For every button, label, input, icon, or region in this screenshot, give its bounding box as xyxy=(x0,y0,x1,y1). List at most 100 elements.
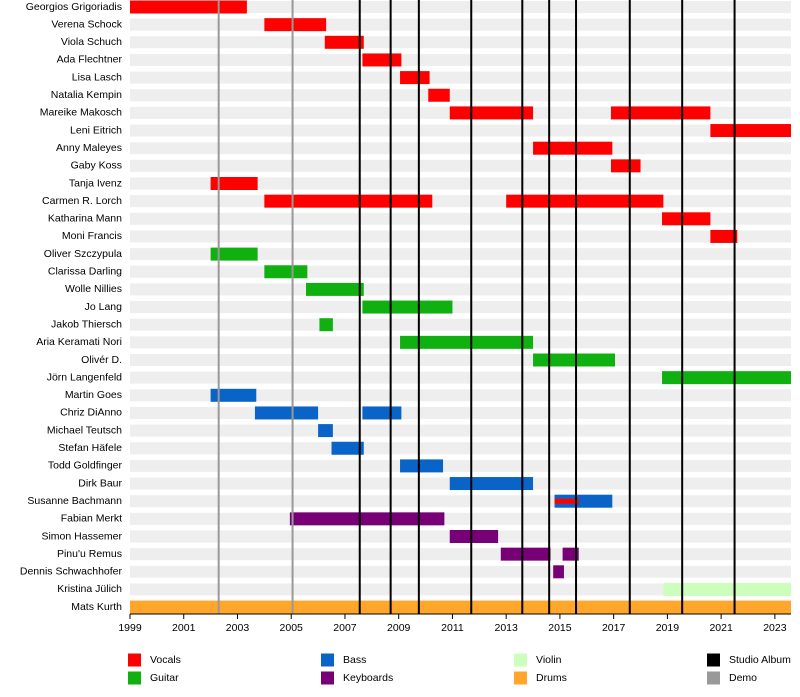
member-bar xyxy=(533,141,613,155)
row-stripe xyxy=(130,71,791,84)
legend-label: Guitar xyxy=(150,672,179,684)
legend-label: Bass xyxy=(343,654,366,666)
member-label: Tanja Ivenz xyxy=(69,177,122,189)
member-bar xyxy=(710,124,791,138)
legend-swatch xyxy=(128,653,141,667)
member-label: Dennis Schwachhofer xyxy=(20,566,123,578)
row-stripe xyxy=(130,389,791,402)
member-bar xyxy=(210,177,258,190)
legend-label: Keyboards xyxy=(343,672,393,684)
member-label: Kristina Jülich xyxy=(57,583,122,595)
x-tick-label: 2017 xyxy=(602,622,626,634)
row-stripe xyxy=(130,195,791,208)
row-stripe xyxy=(130,230,791,243)
member-bar xyxy=(254,406,319,420)
member-bar xyxy=(264,194,433,208)
legend-swatch xyxy=(514,653,527,667)
member-bar xyxy=(362,300,453,314)
member-bar xyxy=(662,371,791,385)
member-bar xyxy=(553,565,564,579)
member-bar xyxy=(610,106,711,120)
legend-label: Drums xyxy=(536,672,567,684)
member-label: Leni Eitrich xyxy=(70,124,122,136)
x-tick-label: 2007 xyxy=(333,622,357,634)
member-label: Katharina Mann xyxy=(48,213,122,225)
legend-swatch xyxy=(128,671,141,685)
row-stripe xyxy=(130,354,791,366)
member-label: Mats Kurth xyxy=(71,601,122,613)
legend-label: Vocals xyxy=(150,654,181,666)
member-label: Aria Keramati Nori xyxy=(36,336,122,348)
member-label: Wolle Nillies xyxy=(65,283,122,295)
member-bar xyxy=(319,318,333,332)
row-stripe xyxy=(130,248,791,261)
member-bar xyxy=(264,18,327,32)
x-tick-label: 2015 xyxy=(548,622,572,634)
x-tick-label: 2011 xyxy=(441,622,464,634)
x-tick-label: 2009 xyxy=(387,622,411,634)
member-label: Simon Hassemer xyxy=(41,530,122,542)
member-bar xyxy=(318,424,333,438)
member-label: Martin Goes xyxy=(65,389,122,401)
row-stripe xyxy=(130,36,791,49)
member-bar xyxy=(210,388,257,402)
member-bar xyxy=(449,530,499,543)
legend-label: Demo xyxy=(729,672,757,684)
member-label: Verena Schock xyxy=(51,18,122,30)
member-bar xyxy=(428,88,450,102)
row-stripe xyxy=(130,371,791,384)
member-label: Natalia Kempin xyxy=(51,89,122,101)
legend-swatch xyxy=(514,671,527,685)
member-bar xyxy=(130,0,247,14)
member-label: Stefan Häfele xyxy=(58,442,122,454)
member-bar xyxy=(264,265,308,279)
row-stripe xyxy=(130,424,791,437)
member-label: Chriz DiAnno xyxy=(60,407,122,419)
legend-label: Violin xyxy=(536,654,562,666)
member-label: Oliver Szczypula xyxy=(44,248,122,260)
row-stripe xyxy=(130,177,791,190)
member-label: Anny Maleyes xyxy=(56,142,122,154)
member-bar xyxy=(554,494,613,508)
x-tick-label: 2001 xyxy=(172,622,196,634)
member-bar xyxy=(449,106,534,120)
member-bar xyxy=(663,582,791,596)
row-stripe xyxy=(130,89,791,102)
member-label: Fabian Merkt xyxy=(61,513,122,525)
member-bar xyxy=(500,547,551,561)
member-label: Dirk Baur xyxy=(78,477,122,489)
x-tick-label: 2023 xyxy=(763,622,787,634)
member-label: Michael Teutsch xyxy=(47,424,122,436)
member-label: Olivér D. xyxy=(81,354,122,366)
row-stripe xyxy=(130,142,791,155)
row-stripe xyxy=(130,1,791,13)
member-label: Lisa Lasch xyxy=(72,71,122,83)
row-stripe xyxy=(130,318,791,331)
row-stripe xyxy=(130,512,791,525)
row-stripe xyxy=(130,53,791,66)
member-label: Viola Schuch xyxy=(61,36,122,48)
row-stripe xyxy=(130,265,791,278)
legend-swatch xyxy=(707,653,720,667)
row-stripe xyxy=(130,301,791,314)
member-label: Clarissa Darling xyxy=(48,266,122,278)
legend-swatch xyxy=(321,653,334,667)
x-tick-label: 2019 xyxy=(656,622,680,634)
row-stripe xyxy=(130,18,791,31)
member-bar xyxy=(362,53,402,67)
row-stripe xyxy=(130,442,791,455)
row-stripe xyxy=(130,159,791,172)
member-bar xyxy=(506,194,664,208)
x-tick-label: 1999 xyxy=(118,622,142,634)
member-label: Jo Lang xyxy=(85,301,123,313)
member-bar xyxy=(289,512,445,526)
member-bar xyxy=(210,247,258,261)
member-bar xyxy=(533,353,616,367)
member-bar xyxy=(130,600,791,614)
x-tick-label: 2013 xyxy=(494,622,518,634)
member-label: Todd Goldfinger xyxy=(48,460,123,472)
member-bar xyxy=(562,547,579,561)
member-label: Susanne Bachmann xyxy=(27,495,122,507)
row-stripe xyxy=(130,283,791,296)
member-label: Ada Flechtner xyxy=(57,54,123,66)
